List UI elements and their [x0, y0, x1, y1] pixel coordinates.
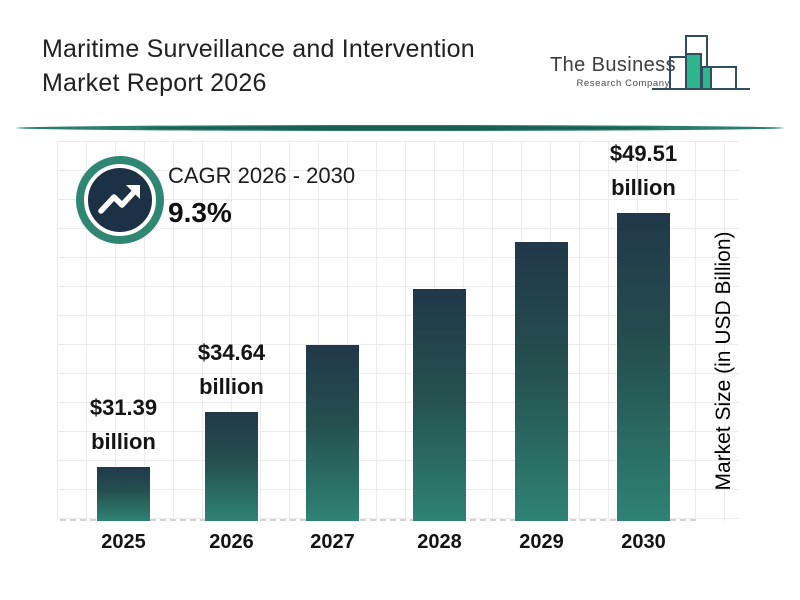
logo-company-name: The Business [550, 54, 676, 76]
separator-line [16, 125, 784, 131]
bar-2026 [205, 412, 258, 521]
x-tick-2030: 2030 [621, 531, 666, 553]
x-tick-2025: 2025 [101, 531, 146, 553]
trending-up-icon [98, 185, 140, 214]
bar-2025 [97, 467, 150, 521]
x-tick-2028: 2028 [417, 531, 462, 553]
company-logo: The Business Research Company [550, 28, 760, 94]
cagr-value: 9.3% [168, 197, 232, 228]
cagr-trend-badge [84, 164, 156, 236]
data-label-2025: $31.39 billion [89, 395, 158, 454]
x-tick-2027: 2027 [310, 531, 355, 553]
x-tick-2026: 2026 [209, 531, 254, 553]
data-label-2030: $49.51 billion [609, 141, 678, 200]
x-axis-baseline [60, 519, 696, 521]
bar-2028 [413, 289, 466, 521]
bar-2029 [515, 242, 568, 521]
logo-text: The Business Research Company [550, 54, 676, 89]
x-tick-2029: 2029 [519, 531, 564, 553]
bar-2030 [617, 213, 670, 521]
cagr-range-label: CAGR 2026 - 2030 [168, 163, 356, 188]
title-line-1: Maritime Surveillance and Intervention [42, 35, 475, 63]
logo-company-subtitle: Research Company [576, 78, 670, 89]
data-label-2026: $34.64 billion [197, 340, 266, 399]
y-axis-label: Market Size (in USD Billion) [712, 231, 735, 491]
title-line-2: Market Report 2026 [42, 69, 267, 97]
skyline-bars-icon [652, 35, 750, 90]
bar-2027 [306, 345, 359, 521]
page-title: Maritime Surveillance and Intervention M… [42, 32, 542, 100]
